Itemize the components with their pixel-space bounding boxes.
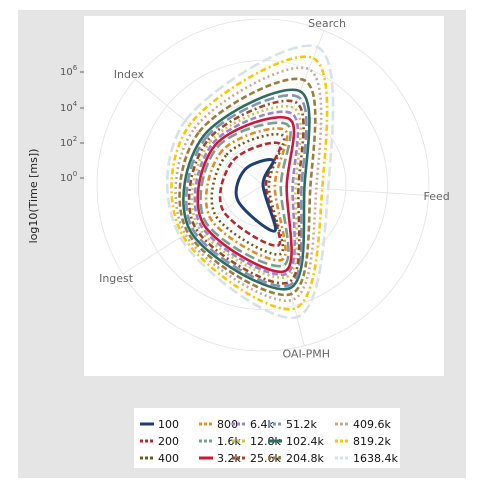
- legend-label: 800: [217, 418, 238, 431]
- legend-label: 819.2k: [353, 435, 391, 448]
- legend-box: [134, 408, 400, 468]
- y-tick-label: 104: [60, 100, 78, 114]
- legend-label: 102.4k: [286, 435, 324, 448]
- y-tick-label: 102: [60, 135, 77, 149]
- legend-entry: 3.2k: [199, 452, 241, 465]
- legend-label: 1.6k: [217, 435, 241, 448]
- legend-label: 25.6k: [250, 452, 281, 465]
- legend-label: 51.2k: [286, 418, 317, 431]
- legend-label: 409.6k: [353, 418, 391, 431]
- legend-label: 12.8k: [250, 435, 281, 448]
- series-line: [204, 127, 289, 262]
- series-line: [187, 99, 305, 285]
- legend-entry: 51.2k: [268, 418, 317, 431]
- series-layer: [166, 44, 335, 320]
- y-tick-label: 106: [60, 64, 78, 78]
- series-line: [178, 77, 317, 297]
- category-label: Feed: [424, 190, 450, 203]
- legend-entry: 6.4k: [232, 418, 274, 431]
- legend-label: 6.4k: [250, 418, 274, 431]
- legend-entry: 25.6k: [232, 452, 281, 465]
- category-label: Index: [114, 68, 145, 81]
- category-labels: Index Search Feed OAI-PMH Ingest: [99, 17, 450, 360]
- series-line: [196, 116, 296, 274]
- series-line: [184, 94, 308, 288]
- legend-entry: 1.6k: [199, 435, 241, 448]
- category-label: OAI-PMH: [282, 348, 330, 361]
- series-line: [199, 121, 292, 268]
- legend-entry: 200: [140, 435, 179, 448]
- grid-circle: [96, 18, 430, 352]
- legend-label: 3.2k: [217, 452, 241, 465]
- legend-entry: 400: [140, 452, 179, 465]
- y-axis-ticks: 106 104 102 100: [60, 64, 84, 184]
- grid-spoke: [262, 184, 429, 196]
- y-axis-label: log10(Time [ms]): [27, 149, 40, 244]
- series-line: [170, 55, 329, 311]
- legend-label: 200: [158, 435, 179, 448]
- legend-entry: 819.2k: [335, 435, 391, 448]
- legend-label: 204.8k: [286, 452, 324, 465]
- category-label: Search: [308, 17, 346, 30]
- series-line: [193, 110, 300, 277]
- legend: 100 200 400 800 1.6k 3.2k 6.4k 12.8k 25.6k 51.2k 1…: [140, 418, 398, 465]
- category-label: Ingest: [99, 272, 134, 285]
- legend-entry: 1638.4k: [335, 452, 398, 465]
- y-tick-label: 100: [60, 170, 77, 184]
- legend-entry: 12.8k: [232, 435, 281, 448]
- legend-label: 1638.4k: [353, 452, 398, 465]
- legend-entry: 204.8k: [268, 452, 324, 465]
- legend-entry: 102.4k: [268, 435, 324, 448]
- legend-label: 100: [158, 418, 179, 431]
- series-line: [166, 44, 335, 320]
- series-line: [182, 88, 311, 291]
- legend-entry: 409.6k: [335, 418, 391, 431]
- legend-label: 400: [158, 452, 179, 465]
- legend-entry: 100: [140, 418, 179, 431]
- series-line: [234, 158, 277, 233]
- legend-entry: 800: [199, 418, 238, 431]
